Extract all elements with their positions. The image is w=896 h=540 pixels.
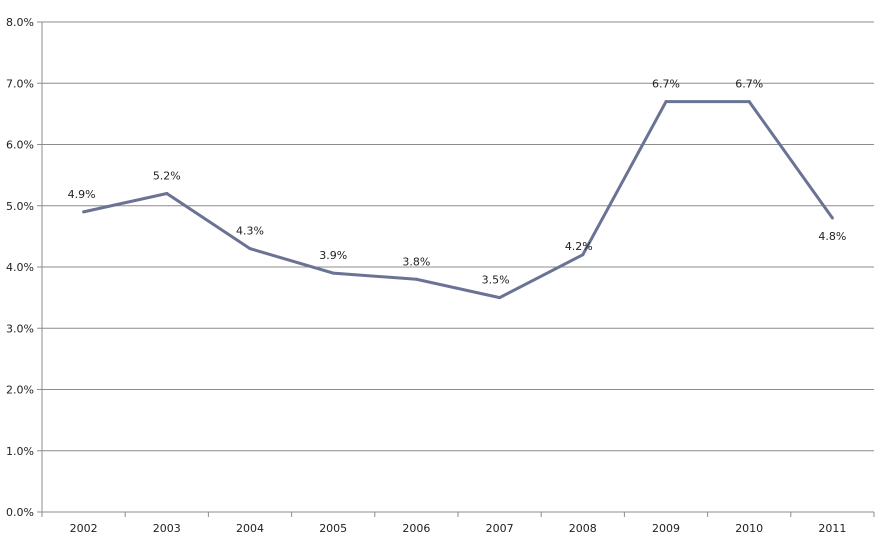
data-label: 6.7% xyxy=(735,78,763,91)
x-tick-label: 2002 xyxy=(70,522,98,535)
y-tick-label: 0.0% xyxy=(6,506,34,519)
x-tick-label: 2009 xyxy=(652,522,680,535)
data-point xyxy=(165,192,169,195)
data-point xyxy=(664,100,668,104)
x-tick-label: 2004 xyxy=(236,522,264,535)
data-label: 3.5% xyxy=(482,274,510,287)
data-point xyxy=(331,271,335,275)
y-tick-label: 1.0% xyxy=(6,445,34,458)
data-label: 4.3% xyxy=(236,225,264,238)
series-line xyxy=(83,100,834,300)
x-tick-label: 2005 xyxy=(319,522,347,535)
y-tick-label: 7.0% xyxy=(6,77,34,90)
y-tick-label: 5.0% xyxy=(6,200,34,213)
y-tick-label: 8.0% xyxy=(6,16,34,29)
data-label: 4.9% xyxy=(68,188,96,201)
data-point xyxy=(82,210,86,214)
x-tick-label: 2011 xyxy=(818,522,846,535)
data-label: 4.2% xyxy=(565,240,593,253)
data-label: 6.7% xyxy=(652,78,680,91)
series-layer xyxy=(82,100,834,300)
x-tick-label: 2008 xyxy=(569,522,597,535)
data-labels: 4.9% 5.2% 4.3% 3.9% 3.8% 3.5% 4.2% 6.7% 6.7% 4.8% xyxy=(68,78,847,287)
y-tick-label: 3.0% xyxy=(6,322,34,335)
data-point xyxy=(830,216,834,220)
data-label: 4.8% xyxy=(818,230,846,243)
x-axis: 2002 2003 2004 2005 2006 2007 2008 2009 2010 2011 xyxy=(41,511,875,535)
data-point xyxy=(747,100,751,104)
data-label: 3.8% xyxy=(402,255,430,268)
y-tick-label: 6.0% xyxy=(6,139,34,152)
data-label: 5.2% xyxy=(153,170,181,183)
x-tick-label: 2010 xyxy=(735,522,763,535)
data-point xyxy=(498,296,502,300)
x-tick-label: 2006 xyxy=(402,522,430,535)
data-point xyxy=(414,277,418,281)
x-tick-label: 2007 xyxy=(486,522,514,535)
data-point xyxy=(248,247,252,251)
y-tick-label: 4.0% xyxy=(6,261,34,274)
x-tick-label: 2003 xyxy=(153,522,181,535)
data-point xyxy=(581,253,585,257)
gridlines xyxy=(42,21,874,452)
data-label: 3.9% xyxy=(319,249,347,262)
y-tick-label: 2.0% xyxy=(6,384,34,397)
y-axis: 0.0% 1.0% 2.0% 3.0% 4.0% 5.0% 6.0% 7.0% 8.0% xyxy=(6,16,43,519)
